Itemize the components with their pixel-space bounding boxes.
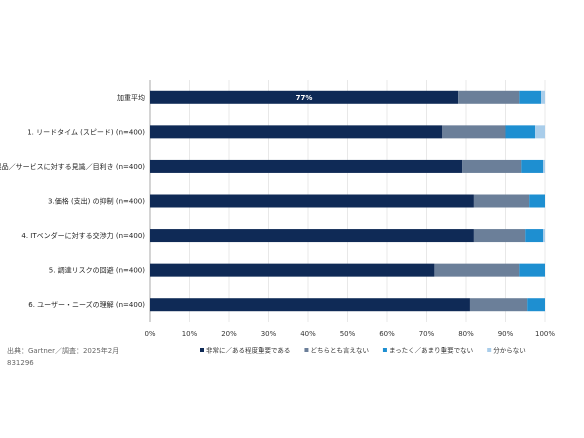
category-label: 6. ユーザー・ニーズの理解 (n=400) [28, 300, 145, 309]
x-tick-label: 10% [182, 330, 198, 338]
bar-segment [535, 125, 545, 139]
legend-swatch [487, 348, 492, 352]
bar-segment [150, 298, 470, 312]
bar-segment [525, 229, 544, 243]
bar-segment [541, 90, 545, 104]
category-label: 2. IT製品／サービスに対する見識／目利き (n=400) [0, 162, 145, 171]
bar-segment [442, 125, 506, 139]
bar-segment [469, 298, 528, 312]
figure-code: 831296 [7, 359, 34, 367]
bar-segment [519, 90, 542, 104]
bar-segment [543, 229, 545, 243]
legend-swatch [200, 348, 204, 352]
legend-entry: 分からない [493, 346, 526, 355]
bar-segment [473, 194, 530, 208]
bar-segment [505, 125, 536, 139]
bar-segment [150, 90, 459, 104]
category-label: 3.価格 (支出) の抑制 (n=400) [48, 197, 145, 206]
bar-segment [150, 229, 474, 243]
bar-segment [519, 263, 545, 277]
x-tick-label: 0% [144, 330, 155, 338]
x-tick-label: 70% [419, 330, 435, 338]
legend-entry: まったく／あまり重要でない [389, 347, 473, 355]
category-label: 1. リードタイム (スピード) (n=400) [27, 127, 145, 136]
data-label: 77% [296, 94, 313, 102]
legend-entry: 非常に／ある程度重要である [206, 346, 290, 355]
x-tick-label: 40% [300, 330, 316, 338]
x-tick-label: 90% [498, 330, 514, 338]
bar-segment [473, 229, 526, 243]
legend-entry: どちらとも言えない [310, 346, 369, 355]
bar-segment [150, 194, 474, 208]
bar-segment [150, 263, 435, 277]
bar-segment [527, 298, 545, 312]
x-tick-label: 100% [535, 330, 555, 338]
category-label: 5. 調達リスクの回避 (n=400) [49, 266, 146, 275]
category-label: 加重平均 [117, 93, 145, 102]
bar-segment [150, 159, 463, 173]
bar-segment [521, 159, 544, 173]
x-tick-label: 60% [379, 330, 395, 338]
category-label: 4. ITベンダーに対する交渉力 (n=400) [21, 231, 145, 240]
legend-swatch [304, 348, 309, 352]
bar-segment [434, 263, 520, 277]
bar-segment [543, 159, 545, 173]
x-tick-label: 30% [261, 330, 277, 338]
bar-segment [529, 194, 545, 208]
bar-segment [458, 90, 520, 104]
bar-segment [462, 159, 522, 173]
bar-segment [150, 125, 443, 139]
x-tick-label: 80% [458, 330, 474, 338]
x-tick-label: 50% [340, 330, 356, 338]
legend-swatch [382, 348, 387, 352]
source-note: 出典：Gartner／調査：2025年2月 [7, 347, 120, 355]
x-tick-label: 20% [221, 330, 237, 338]
